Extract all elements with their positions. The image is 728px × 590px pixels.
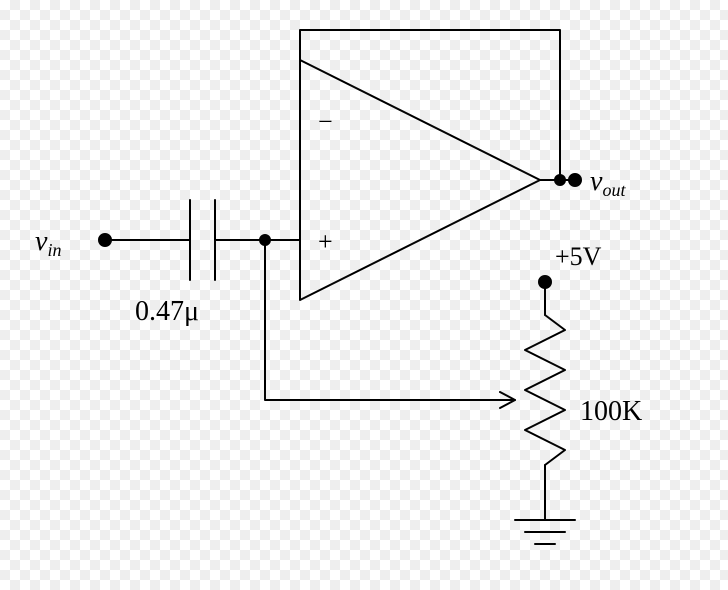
vout-label: vout xyxy=(590,166,626,200)
circuit-diagram: − + vin vout 0.47μ +5V 100K xyxy=(0,0,728,590)
pot-value-label: 100K xyxy=(580,396,642,427)
feedback-wire xyxy=(300,30,560,180)
feedback-node xyxy=(555,175,565,185)
vout-node xyxy=(569,174,581,186)
opamp-minus: − xyxy=(318,107,333,136)
potentiometer xyxy=(525,315,565,465)
vin-label: vin xyxy=(35,226,61,260)
opamp-body xyxy=(300,60,540,300)
cap-value-label: 0.47μ xyxy=(135,296,199,327)
wiper-wire xyxy=(265,240,515,400)
opamp-plus: + xyxy=(318,227,333,256)
supply-label: +5V xyxy=(555,242,602,271)
